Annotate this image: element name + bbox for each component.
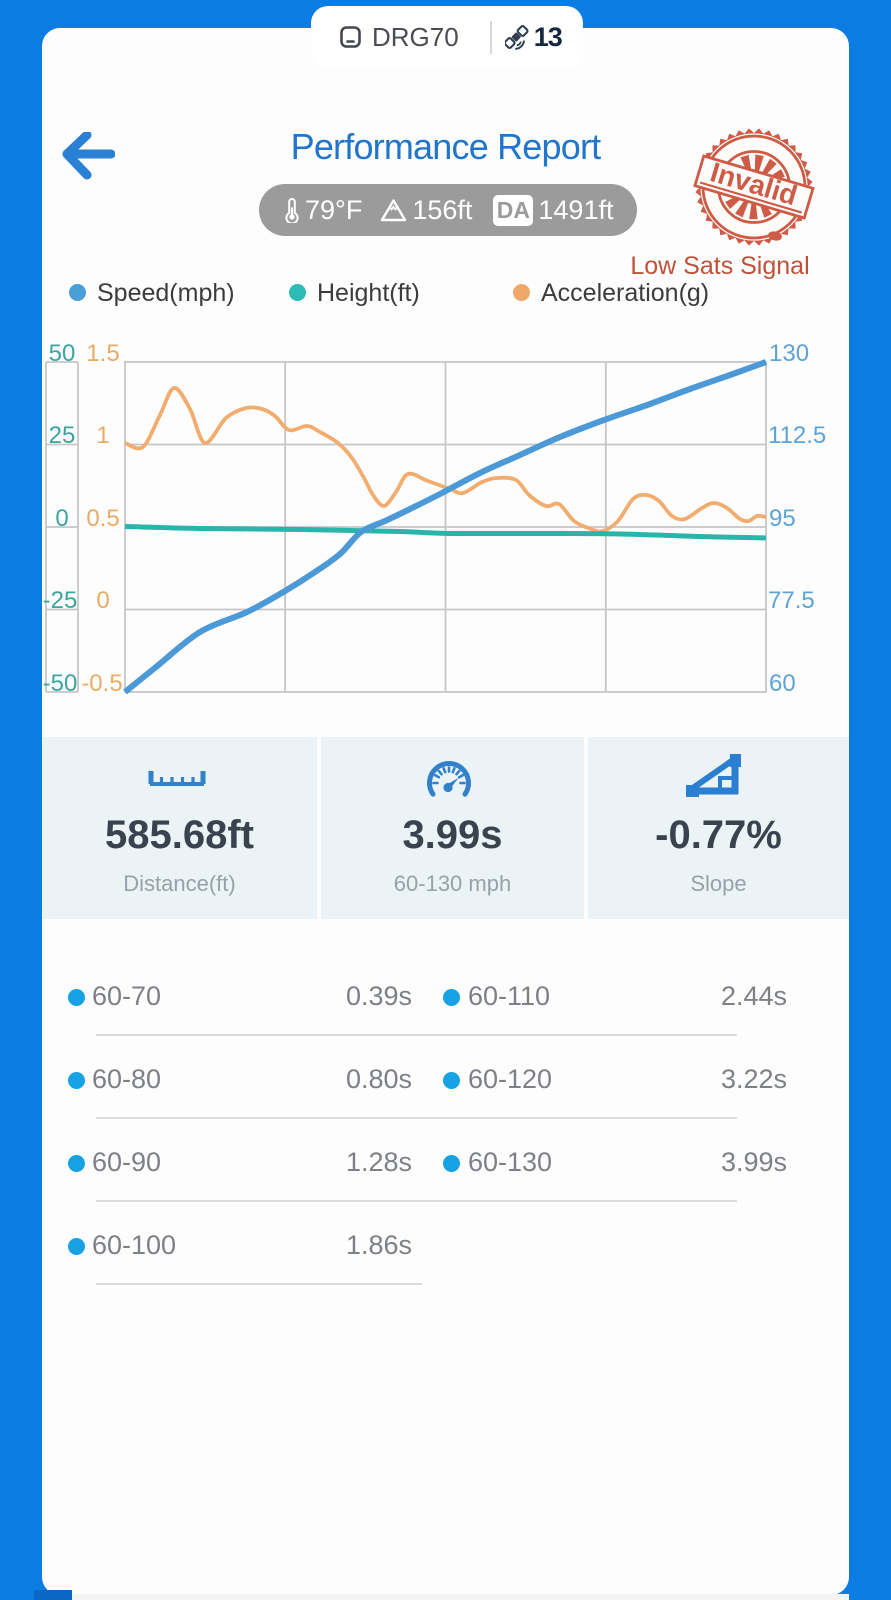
svg-text:112.5: 112.5 (768, 422, 826, 449)
svg-text:-25: -25 (43, 587, 78, 614)
svg-text:1.5: 1.5 (86, 340, 119, 367)
svg-text:77.5: 77.5 (768, 587, 815, 614)
svg-text:-0.5: -0.5 (81, 670, 122, 697)
svg-text:25: 25 (49, 422, 76, 449)
svg-text:130: 130 (769, 340, 809, 367)
svg-text:95: 95 (769, 505, 796, 532)
svg-text:0.5: 0.5 (86, 505, 119, 532)
svg-text:50: 50 (49, 340, 76, 367)
svg-text:-50: -50 (43, 670, 78, 697)
svg-text:1: 1 (96, 422, 109, 449)
svg-text:60: 60 (769, 670, 796, 697)
svg-text:0: 0 (96, 587, 109, 614)
svg-text:0: 0 (55, 505, 68, 532)
